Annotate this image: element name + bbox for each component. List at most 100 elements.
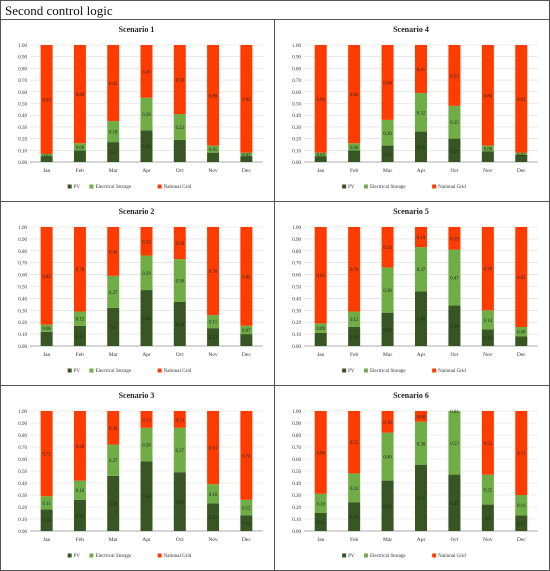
- y-tick-label: 0.20: [18, 321, 27, 326]
- bar-segment-pv: [348, 326, 361, 346]
- data-label: 0.56: [176, 79, 185, 84]
- bar-segment-national-grid: [314, 411, 327, 494]
- bar-segment-national-grid: [140, 45, 153, 98]
- y-tick-label: 0.40: [292, 482, 301, 487]
- legend-swatch: [67, 553, 72, 558]
- bar-segment-pv: [515, 336, 528, 346]
- legend-label: Electrical Storage: [95, 185, 131, 190]
- data-label: 0.25: [450, 121, 459, 126]
- y-tick-label: 1.00: [18, 44, 27, 49]
- bar-segment-pv: [381, 312, 394, 346]
- bar-segment-electrical-storage: [240, 499, 253, 516]
- bar-segment-pv: [240, 515, 253, 531]
- row-divider-1: [1, 201, 549, 202]
- y-tick-label: 1.00: [292, 410, 301, 415]
- data-label: 0.84: [350, 93, 359, 98]
- bar-segment-electrical-storage: [73, 480, 86, 500]
- legend-label: PV: [348, 554, 355, 559]
- y-tick-label: 0.80: [292, 67, 301, 72]
- legend-label: National Grid: [164, 185, 192, 190]
- x-tick-label: Oct: [450, 168, 458, 174]
- data-label: 0.37: [176, 449, 185, 454]
- bar-segment-national-grid: [173, 411, 186, 428]
- data-label: 0.28: [142, 145, 151, 150]
- data-label: 0.16: [517, 504, 526, 509]
- bar-segment-national-grid: [207, 45, 220, 146]
- data-label: 0.19: [450, 237, 459, 242]
- y-tick-label: 0.40: [18, 482, 27, 487]
- bar-segment-national-grid: [414, 227, 428, 248]
- x-tick-label: Dec: [517, 537, 526, 543]
- data-label: 0.23: [209, 516, 218, 521]
- y-tick-label: 0.60: [292, 91, 301, 96]
- data-label: 0.06: [350, 146, 359, 151]
- data-label: 0.14: [383, 153, 392, 158]
- bar-segment-electrical-storage: [140, 255, 153, 291]
- data-label: 0.93: [42, 98, 51, 103]
- x-tick-label: Jan: [317, 168, 325, 174]
- data-label: 0.23: [142, 240, 151, 245]
- y-tick-label: 0.20: [292, 321, 301, 326]
- data-label: 0.18: [383, 421, 392, 426]
- data-label: 0.06: [76, 146, 85, 151]
- bar-segment-pv: [207, 503, 220, 531]
- y-tick-label: 0.20: [18, 138, 27, 143]
- bar-segment-pv: [107, 142, 120, 162]
- data-label: 0.71: [517, 452, 526, 457]
- x-tick-label: Jan: [43, 168, 51, 174]
- data-label: 0.1: [110, 151, 117, 156]
- chart-scenario-4: Scenario 4 0.00 0.10 0.20 0.30 0.40 0.50 0.60 0.…: [292, 25, 538, 190]
- data-label: 0.18: [42, 519, 51, 524]
- y-tick-label: 0.40: [292, 297, 301, 302]
- x-tick-label: Apr: [142, 168, 151, 174]
- bar-segment-national-grid: [414, 45, 428, 93]
- data-label: 0.92: [242, 98, 251, 103]
- data-label: 0.28: [383, 328, 392, 333]
- data-label: 0.42: [383, 505, 392, 510]
- data-label: 0.07: [242, 329, 251, 334]
- bar-segment-national-grid: [314, 45, 327, 153]
- data-label: 0.86: [209, 94, 218, 99]
- chart-scenario-1: Scenario 1 0.00 0.10 0.20 0.30 0.40 0.50 0.60 0.…: [18, 25, 263, 190]
- x-tick-label: Feb: [76, 168, 85, 174]
- y-tick-label: 0.90: [292, 56, 301, 61]
- x-tick-label: Feb: [350, 537, 359, 543]
- data-label: 0.02: [517, 153, 526, 158]
- bar-segment-national-grid: [73, 411, 86, 481]
- bar-segment-pv: [107, 307, 120, 346]
- chart-title: Scenario 6: [393, 391, 429, 400]
- legend-label: National Grid: [164, 369, 192, 374]
- data-label: 0.12: [350, 318, 359, 323]
- data-label: 0.70: [76, 268, 85, 273]
- data-label: 0.82: [42, 275, 51, 280]
- data-label: 0.53: [450, 74, 459, 79]
- y-tick-label: 1.00: [292, 226, 301, 231]
- y-tick-label: 0.00: [292, 530, 301, 535]
- data-label: 0.43: [109, 250, 118, 255]
- legend-swatch: [89, 184, 94, 189]
- data-label: 0.70: [484, 268, 493, 273]
- legend-swatch: [89, 368, 94, 373]
- chart-scenario-2: Scenario 2 0.00 0.10 0.20 0.30 0.40 0.50 0.60 0.…: [18, 207, 263, 374]
- x-tick-label: Nov: [208, 168, 218, 174]
- data-label: 0.12: [76, 318, 85, 323]
- data-label: 0.45: [142, 70, 151, 75]
- data-label: 0.15: [317, 521, 326, 526]
- bar-segment-national-grid: [348, 411, 361, 474]
- x-tick-label: Nov: [208, 537, 218, 543]
- bar-segment-pv: [481, 151, 494, 162]
- data-label: 0.12: [517, 522, 526, 527]
- data-label: 0.08: [517, 331, 526, 336]
- chart-scenario-5: Scenario 5 0.00 0.10 0.20 0.30 0.40 0.50 0.60 0.…: [292, 207, 538, 374]
- bar-segment-electrical-storage: [140, 427, 153, 462]
- bar-segment-national-grid: [73, 227, 86, 312]
- bar-segment-national-grid: [240, 45, 253, 153]
- bar-segment-electrical-storage: [40, 324, 53, 332]
- bar-segment-electrical-storage: [73, 143, 86, 151]
- bar-segment-national-grid: [107, 411, 120, 445]
- y-tick-label: 0.30: [18, 126, 27, 131]
- data-label: 0.26: [417, 146, 426, 151]
- data-label: 0.48: [109, 502, 118, 507]
- x-tick-label: Nov: [483, 537, 493, 543]
- data-label: 0.37: [417, 268, 426, 273]
